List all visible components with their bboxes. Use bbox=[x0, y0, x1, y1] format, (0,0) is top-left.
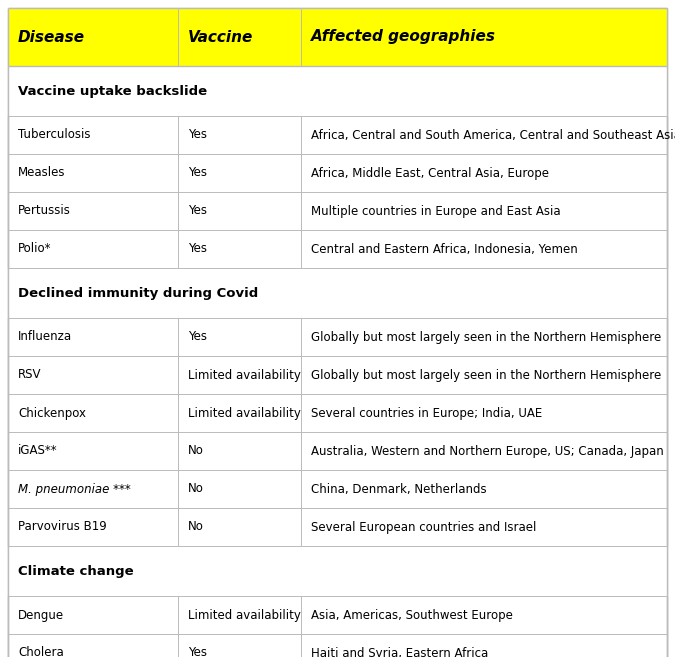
Text: Globally but most largely seen in the Northern Hemisphere: Globally but most largely seen in the No… bbox=[311, 330, 662, 344]
Bar bbox=[8, 116, 667, 154]
Text: Limited availability: Limited availability bbox=[188, 407, 301, 420]
Text: Chickenpox: Chickenpox bbox=[18, 407, 86, 420]
Bar bbox=[8, 268, 667, 318]
Text: Yes: Yes bbox=[188, 330, 207, 344]
Text: Asia, Americas, Southwest Europe: Asia, Americas, Southwest Europe bbox=[311, 608, 513, 622]
Bar bbox=[8, 508, 667, 546]
Text: Declined immunity during Covid: Declined immunity during Covid bbox=[18, 286, 259, 300]
Text: Polio*: Polio* bbox=[18, 242, 51, 256]
Text: Climate change: Climate change bbox=[18, 564, 134, 578]
Text: Haiti and Syria, Eastern Africa: Haiti and Syria, Eastern Africa bbox=[311, 646, 489, 657]
Text: Yes: Yes bbox=[188, 646, 207, 657]
Text: Yes: Yes bbox=[188, 242, 207, 256]
Text: iGAS**: iGAS** bbox=[18, 445, 57, 457]
Text: Influenza: Influenza bbox=[18, 330, 72, 344]
Text: Parvovirus B19: Parvovirus B19 bbox=[18, 520, 107, 533]
Text: Vaccine: Vaccine bbox=[188, 30, 253, 45]
Text: Several countries in Europe; India, UAE: Several countries in Europe; India, UAE bbox=[311, 407, 543, 420]
Text: No: No bbox=[188, 520, 204, 533]
Text: Limited availability: Limited availability bbox=[188, 608, 301, 622]
Text: China, Denmark, Netherlands: China, Denmark, Netherlands bbox=[311, 482, 487, 495]
Text: Yes: Yes bbox=[188, 129, 207, 141]
Text: No: No bbox=[188, 445, 204, 457]
Text: No: No bbox=[188, 482, 204, 495]
Bar bbox=[8, 596, 667, 634]
Text: Dengue: Dengue bbox=[18, 608, 64, 622]
Bar bbox=[8, 192, 667, 230]
Text: Yes: Yes bbox=[188, 166, 207, 179]
Bar bbox=[8, 356, 667, 394]
Text: Affected geographies: Affected geographies bbox=[311, 30, 496, 45]
Text: Disease: Disease bbox=[18, 30, 85, 45]
Text: Multiple countries in Europe and East Asia: Multiple countries in Europe and East As… bbox=[311, 204, 561, 217]
Bar bbox=[8, 470, 667, 508]
Bar bbox=[8, 318, 667, 356]
Text: Yes: Yes bbox=[188, 204, 207, 217]
Text: Central and Eastern Africa, Indonesia, Yemen: Central and Eastern Africa, Indonesia, Y… bbox=[311, 242, 578, 256]
Bar bbox=[8, 432, 667, 470]
Text: Globally but most largely seen in the Northern Hemisphere: Globally but most largely seen in the No… bbox=[311, 369, 662, 382]
Text: Tuberculosis: Tuberculosis bbox=[18, 129, 90, 141]
Text: Cholera: Cholera bbox=[18, 646, 63, 657]
Text: Africa, Central and South America, Central and Southeast Asia: Africa, Central and South America, Centr… bbox=[311, 129, 675, 141]
Bar bbox=[8, 546, 667, 596]
Text: Limited availability: Limited availability bbox=[188, 369, 301, 382]
Bar bbox=[8, 230, 667, 268]
Bar bbox=[8, 66, 667, 116]
Bar bbox=[8, 634, 667, 657]
Text: M. pneumoniae ***: M. pneumoniae *** bbox=[18, 482, 131, 495]
Bar bbox=[8, 394, 667, 432]
Text: Africa, Middle East, Central Asia, Europe: Africa, Middle East, Central Asia, Europ… bbox=[311, 166, 549, 179]
Text: RSV: RSV bbox=[18, 369, 41, 382]
Bar bbox=[8, 154, 667, 192]
Bar bbox=[8, 8, 667, 66]
Text: Several European countries and Israel: Several European countries and Israel bbox=[311, 520, 537, 533]
Text: Measles: Measles bbox=[18, 166, 65, 179]
Text: Australia, Western and Northern Europe, US; Canada, Japan: Australia, Western and Northern Europe, … bbox=[311, 445, 664, 457]
Text: Pertussis: Pertussis bbox=[18, 204, 71, 217]
Text: Vaccine uptake backslide: Vaccine uptake backslide bbox=[18, 85, 207, 97]
